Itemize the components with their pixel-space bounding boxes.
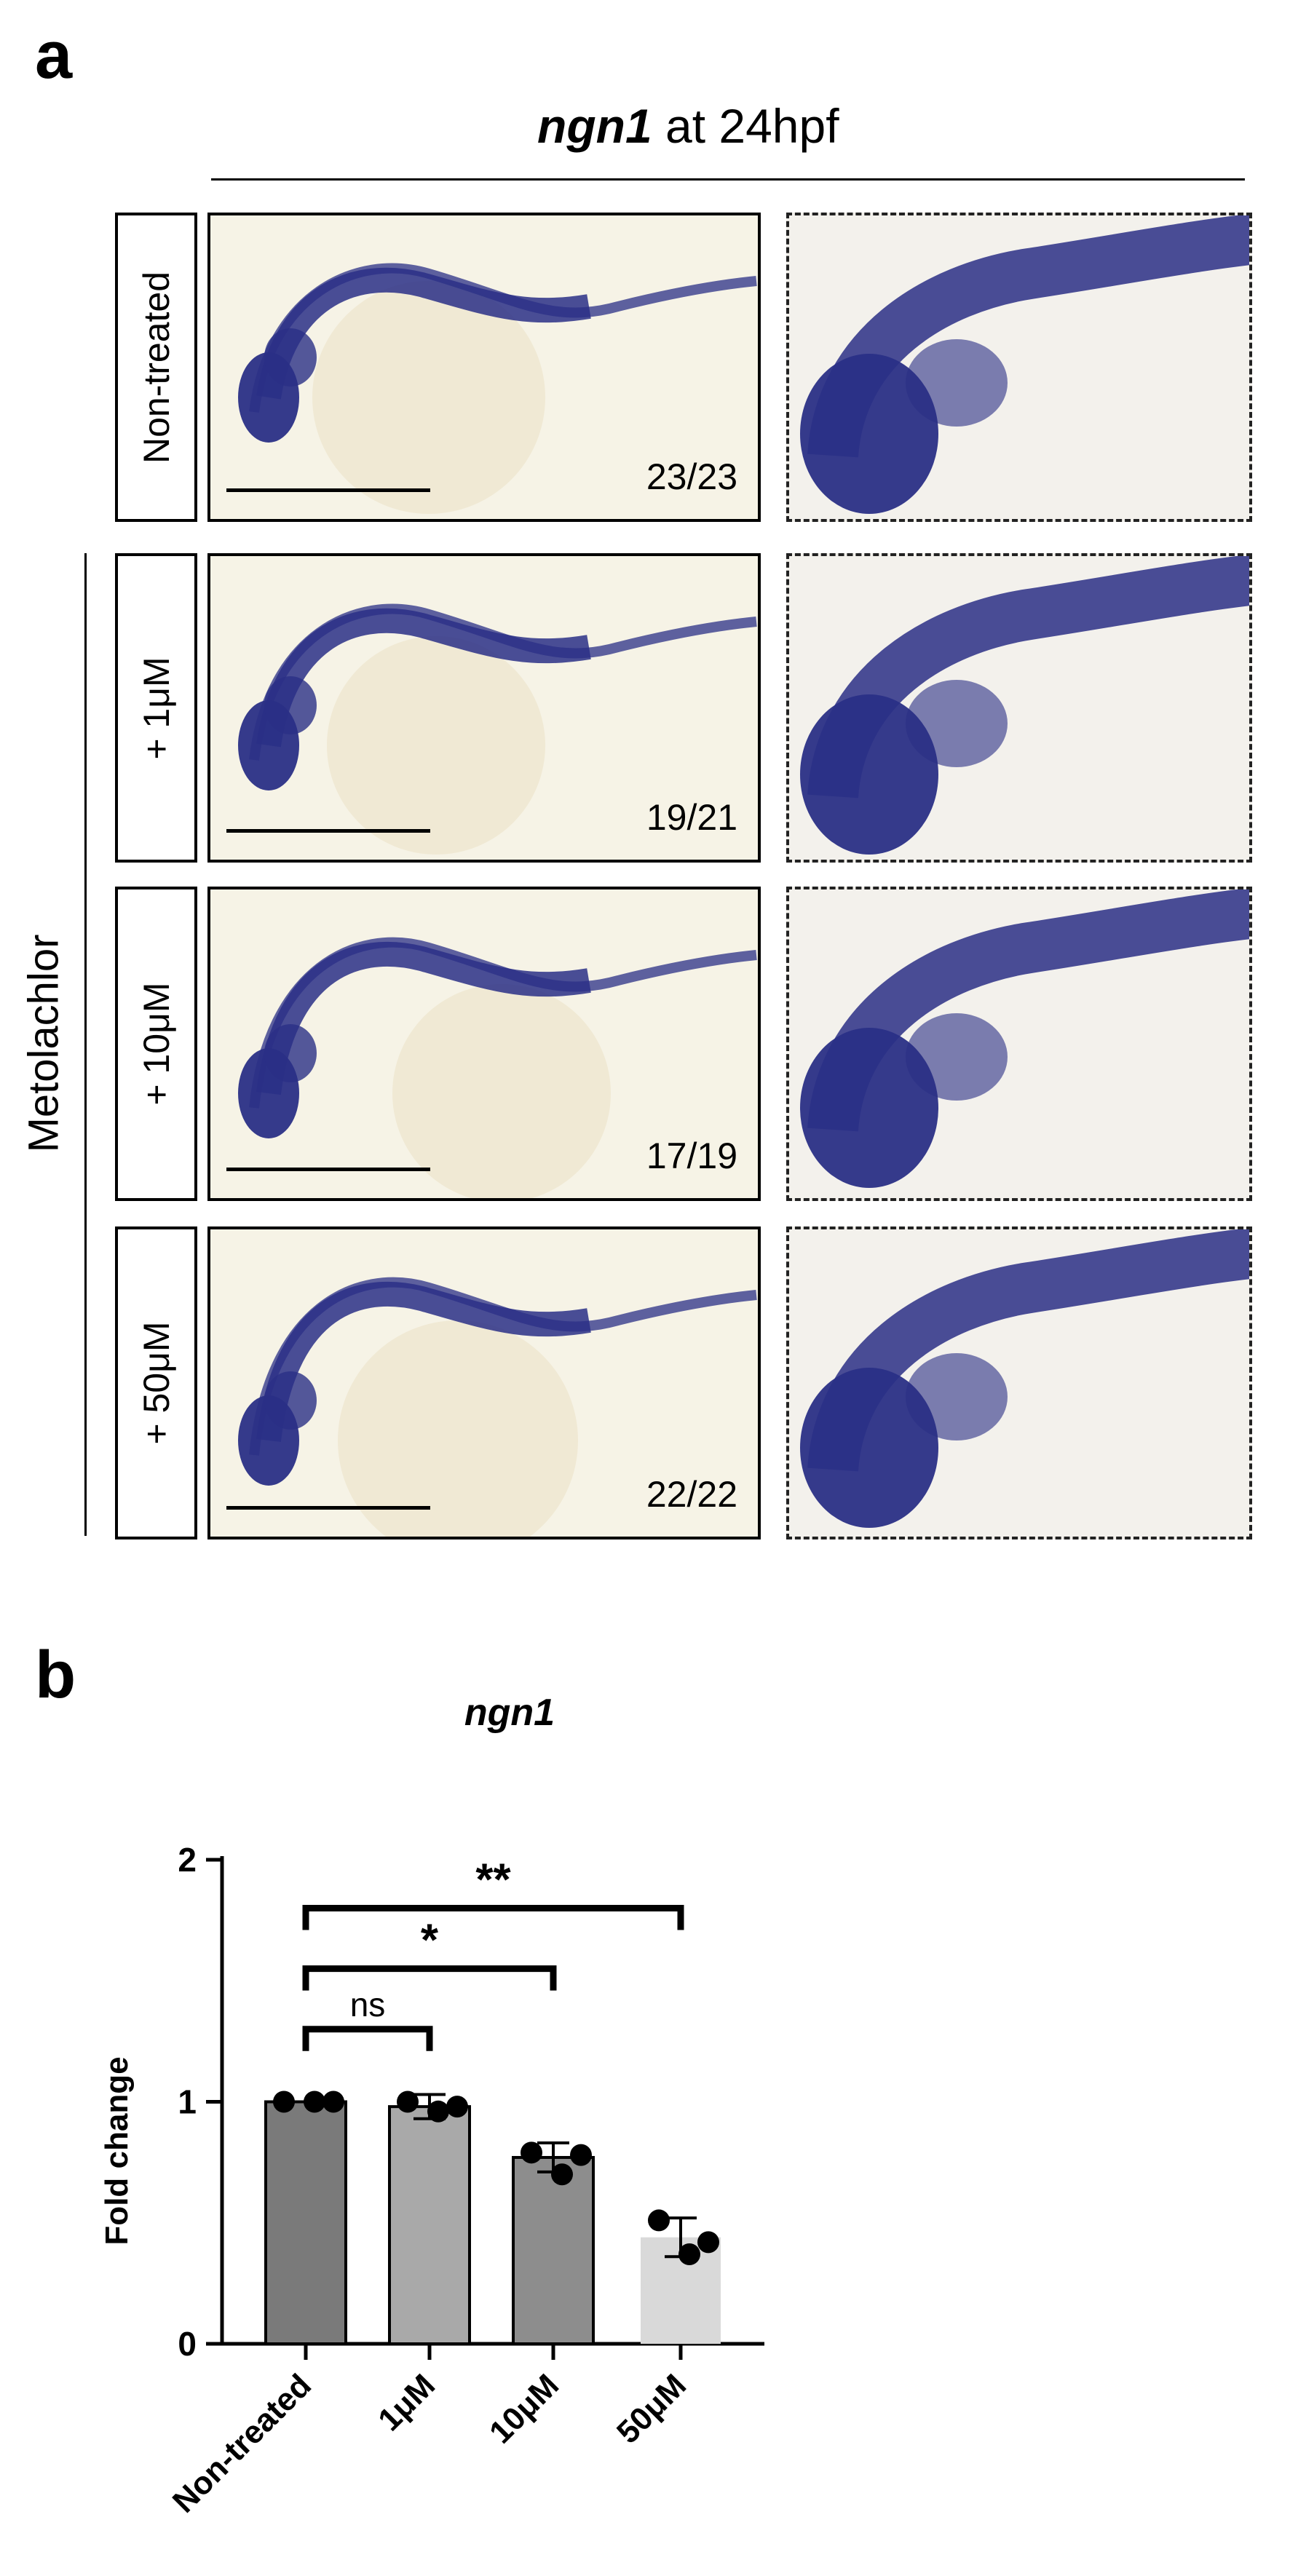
significance-label: ** <box>475 1855 511 1906</box>
scale-bar <box>226 1506 430 1510</box>
title-underline <box>211 178 1245 181</box>
condition-label: + 1μM <box>135 656 177 760</box>
scale-bar <box>226 1168 430 1171</box>
embryo-image <box>210 1229 758 1537</box>
data-point <box>446 2096 468 2118</box>
condition-label: + 50μM <box>135 1321 177 1445</box>
group-label-metolachlor: Metolachlor <box>20 934 68 1153</box>
zoom-panel <box>786 553 1252 863</box>
y-axis-label: Fold change <box>99 2056 135 2245</box>
condition-label-box: + 10μM <box>115 887 197 1201</box>
panel-a-title: ngn1 at 24hpf <box>537 102 839 150</box>
condition-label-box: + 1μM <box>115 553 197 863</box>
data-point <box>678 2243 700 2265</box>
chart-title: ngn1 <box>464 1692 555 1734</box>
embryo-image <box>210 556 758 860</box>
y-tick-label: 0 <box>178 2325 197 2363</box>
significance-bracket <box>302 1905 684 1930</box>
scale-bar <box>226 829 430 833</box>
y-tick-label: 2 <box>178 1841 197 1879</box>
embryo-panel: 17/19 <box>207 887 761 1201</box>
zoom-panel <box>786 213 1252 522</box>
zoom-image <box>789 1229 1249 1537</box>
zoom-panel <box>786 1226 1252 1539</box>
significance-brackets: ns*** <box>302 1855 684 2051</box>
condition-label-box: Non-treated <box>115 213 197 522</box>
embryo-count: 17/19 <box>646 1136 737 1176</box>
data-point <box>273 2090 295 2113</box>
data-point <box>304 2090 325 2113</box>
bar <box>388 2105 471 2346</box>
chart-bars <box>264 2090 721 2346</box>
bar <box>512 2155 595 2345</box>
zoom-image <box>789 556 1249 860</box>
data-point <box>322 2090 344 2113</box>
data-point <box>648 2209 670 2232</box>
data-point <box>397 2090 419 2113</box>
x-tick-label: 50μM <box>610 2367 693 2450</box>
condition-label-box: + 50μM <box>115 1226 197 1539</box>
embryo-panel: 19/21 <box>207 553 761 863</box>
embryo-count: 23/23 <box>646 456 737 497</box>
condition-label: + 10μM <box>135 982 177 1106</box>
timepoint-label: at 24hpf <box>665 99 839 153</box>
data-point <box>521 2141 542 2164</box>
data-point <box>570 2144 592 2166</box>
significance-bracket <box>302 1965 557 1991</box>
scale-bar <box>226 488 430 492</box>
y-tick-label: 1 <box>178 2083 197 2121</box>
bar <box>264 2100 347 2345</box>
embryo-count: 19/21 <box>646 797 737 838</box>
zoom-image <box>789 215 1249 519</box>
fold-change-bar-chart: ngn1 Fold change 0 1 2 Non-treated 1μM 10μM 50… <box>99 1692 764 2520</box>
embryo-panel: 22/22 <box>207 1226 761 1539</box>
x-tick-label: 10μM <box>483 2367 566 2450</box>
embryo-panel: 23/23 <box>207 213 761 522</box>
embryo-count: 22/22 <box>646 1474 737 1515</box>
embryo-image <box>210 215 758 519</box>
data-point <box>551 2163 573 2186</box>
significance-bracket <box>302 2026 433 2051</box>
group-bracket-line <box>84 553 87 1536</box>
panel-letter-b: b <box>35 1638 76 1712</box>
zoom-image <box>789 889 1249 1198</box>
condition-label: Non-treated <box>135 271 177 464</box>
x-tick-label: 1μM <box>371 2367 442 2438</box>
significance-label: ns <box>350 1986 386 2024</box>
data-point <box>697 2231 719 2254</box>
embryo-image <box>210 889 758 1198</box>
panel-letter-a: a <box>35 18 73 92</box>
data-point <box>427 2100 449 2123</box>
significance-label: * <box>421 1916 439 1966</box>
gene-name: ngn1 <box>537 99 652 153</box>
zoom-panel <box>786 887 1252 1201</box>
x-tick-label: Non-treated <box>166 2367 318 2519</box>
